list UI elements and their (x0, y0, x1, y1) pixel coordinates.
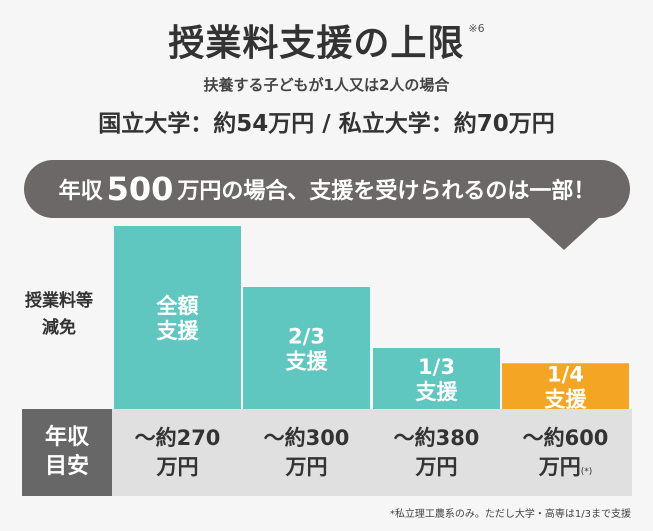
down-arrow-icon (527, 216, 601, 250)
tuition-reduction-label-line1: 授業料等 (25, 291, 93, 311)
bar-2-label-1: 2/3 (288, 324, 325, 348)
bar-1 (114, 226, 241, 409)
income-header: 年収 目安 (22, 409, 112, 496)
bar-4 (502, 363, 629, 409)
income-cell-1-amount: 〜約270 (134, 426, 221, 451)
subtitle: 扶養する子どもが1人又は2人の場合 (203, 76, 450, 94)
title-block: 授業料支援の上限 ※6 (0, 14, 653, 66)
income-header-line1: 年収 (44, 424, 89, 450)
income-cell-3-amount: 〜約380 (393, 426, 480, 451)
headline: 国立大学：約54万円 / 私立大学：約70万円 (98, 111, 555, 137)
bar-4-label-2: 支援 (545, 388, 588, 412)
page-title: 授業料支援の上限 (168, 23, 465, 64)
tuition-reduction-label-line2: 減免 (42, 318, 76, 339)
callout-banner: 年収 500 万円の場合、支援を受けられるのは一部！ (24, 160, 630, 218)
income-cell-3-unit: 万円 (415, 454, 458, 479)
tuition-reduction-label: 授業料等 減免 (14, 288, 104, 342)
bar-2-label-2: 支援 (286, 349, 329, 373)
income-cell-3: 〜約380 万円 (373, 409, 500, 496)
income-cell-2-unit: 万円 (285, 454, 328, 479)
bar-3 (373, 348, 500, 409)
footnote: *私立理工農系のみ。ただし大学・高専は1/3まで支援 (389, 509, 631, 520)
income-row (22, 409, 632, 496)
title-note: ※6 (468, 22, 485, 35)
income-cell-1-unit: 万円 (156, 454, 199, 479)
income-cell-4-note: (*) (580, 466, 593, 477)
bar-2 (243, 286, 370, 409)
income-cell-4-amount: 〜約600 (522, 426, 609, 451)
bar-4-label-1: 1/4 (547, 363, 584, 387)
income-cell-2: 〜約300 万円 (243, 409, 370, 496)
bar-3-label-1: 1/3 (418, 355, 455, 379)
income-cell-4: 〜約600 万円(*) (502, 409, 629, 496)
income-cell-2-amount: 〜約300 (263, 426, 350, 451)
banner-suffix: 万円の場合、支援を受けられるのは一部！ (177, 179, 596, 204)
income-cell-4-unit: 万円(*) (538, 454, 593, 479)
banner-prefix: 年収 (58, 179, 103, 204)
bar-1-label-2: 支援 (157, 319, 200, 343)
income-header-line2: 目安 (44, 453, 89, 479)
bar-3-label-2: 支援 (416, 380, 459, 404)
bar-1-label-1: 全額 (156, 294, 199, 318)
banner-amount: 500 (106, 170, 174, 208)
income-cell-1: 〜約270 万円 (114, 409, 241, 496)
